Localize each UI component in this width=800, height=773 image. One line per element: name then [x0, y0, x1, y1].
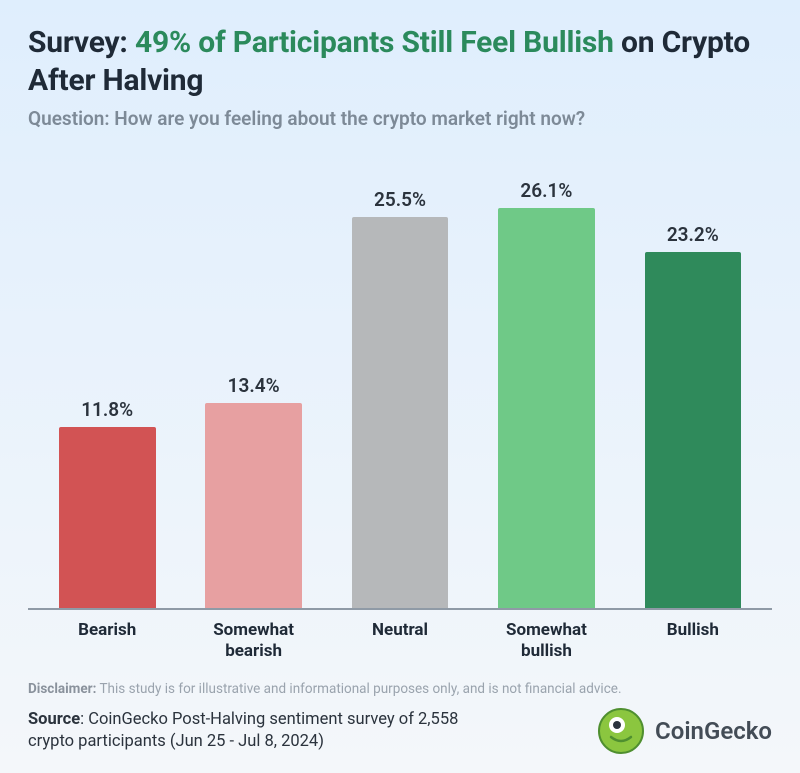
disclaimer-label: Disclaimer: [28, 681, 96, 697]
source: Source: CoinGecko Post-Halving sentiment… [28, 709, 498, 754]
bar [59, 427, 156, 608]
disclaimer: Disclaimer: This study is for illustrati… [28, 681, 772, 697]
bar-value-label: 13.4% [228, 374, 280, 397]
x-axis-label: Somewhatbearish [180, 620, 326, 661]
infographic-canvas: Survey: 49% of Participants Still Feel B… [0, 0, 800, 773]
brand-name: CoinGecko [655, 717, 772, 745]
x-axis-label: Bullish [620, 620, 766, 661]
coingecko-logo-icon [597, 707, 645, 755]
bar-value-label: 11.8% [81, 398, 133, 421]
x-axis-labels: BearishSomewhatbearishNeutralSomewhatbul… [28, 620, 772, 661]
bar [498, 208, 595, 608]
source-label: Source [28, 710, 80, 729]
bar-group: 23.2% [620, 148, 766, 608]
bar-group: 25.5% [327, 148, 473, 608]
footer: Source: CoinGecko Post-Halving sentiment… [28, 707, 772, 755]
chart-title: Survey: 49% of Participants Still Feel B… [28, 24, 772, 99]
brand: CoinGecko [597, 707, 772, 755]
bar-group: 13.4% [180, 148, 326, 608]
disclaimer-text: This study is for illustrative and infor… [96, 681, 621, 697]
bar-value-label: 26.1% [520, 179, 572, 202]
title-pre: Survey: [28, 25, 135, 60]
bar-chart: 11.8% 13.4% 25.5% 26.1% 23.2% [28, 148, 772, 610]
bar [645, 252, 742, 608]
title-accent: 49% of Participants Still Feel Bullish [135, 25, 614, 60]
bar [352, 217, 449, 608]
bar-value-label: 23.2% [667, 223, 719, 246]
bar [205, 403, 302, 609]
x-axis-label: Somewhatbullish [473, 620, 619, 661]
source-text: : CoinGecko Post-Halving sentiment surve… [28, 710, 458, 751]
x-axis-label: Neutral [327, 620, 473, 661]
chart-subtitle: Question: How are you feeling about the … [28, 107, 772, 130]
bar-group: 26.1% [473, 148, 619, 608]
bar-group: 11.8% [34, 148, 180, 608]
x-axis-label: Bearish [34, 620, 180, 661]
bar-value-label: 25.5% [374, 188, 426, 211]
